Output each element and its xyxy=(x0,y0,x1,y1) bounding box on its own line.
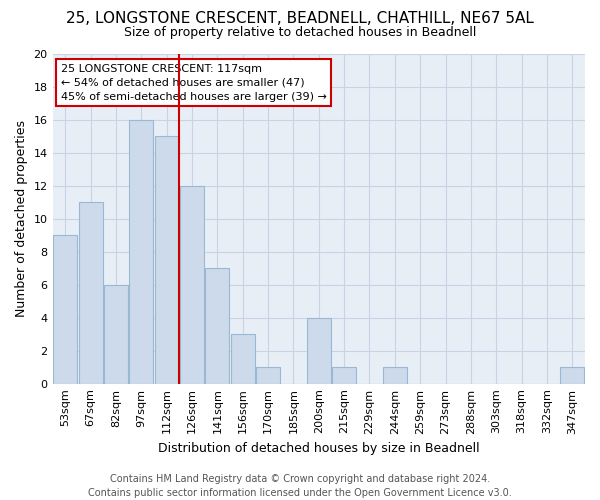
Bar xyxy=(53,236,77,384)
Bar xyxy=(129,120,154,384)
Bar xyxy=(104,285,128,384)
Bar xyxy=(307,318,331,384)
Y-axis label: Number of detached properties: Number of detached properties xyxy=(15,120,28,318)
Text: Contains HM Land Registry data © Crown copyright and database right 2024.
Contai: Contains HM Land Registry data © Crown c… xyxy=(88,474,512,498)
Bar xyxy=(205,268,229,384)
Text: 25, LONGSTONE CRESCENT, BEADNELL, CHATHILL, NE67 5AL: 25, LONGSTONE CRESCENT, BEADNELL, CHATHI… xyxy=(66,11,534,26)
Bar xyxy=(383,367,407,384)
Bar xyxy=(332,367,356,384)
Text: Size of property relative to detached houses in Beadnell: Size of property relative to detached ho… xyxy=(124,26,476,39)
Bar xyxy=(560,367,584,384)
Bar xyxy=(79,202,103,384)
Bar xyxy=(230,334,255,384)
Bar xyxy=(180,186,204,384)
Bar xyxy=(256,367,280,384)
X-axis label: Distribution of detached houses by size in Beadnell: Distribution of detached houses by size … xyxy=(158,442,479,455)
Bar xyxy=(155,136,179,384)
Text: 25 LONGSTONE CRESCENT: 117sqm
← 54% of detached houses are smaller (47)
45% of s: 25 LONGSTONE CRESCENT: 117sqm ← 54% of d… xyxy=(61,64,326,102)
